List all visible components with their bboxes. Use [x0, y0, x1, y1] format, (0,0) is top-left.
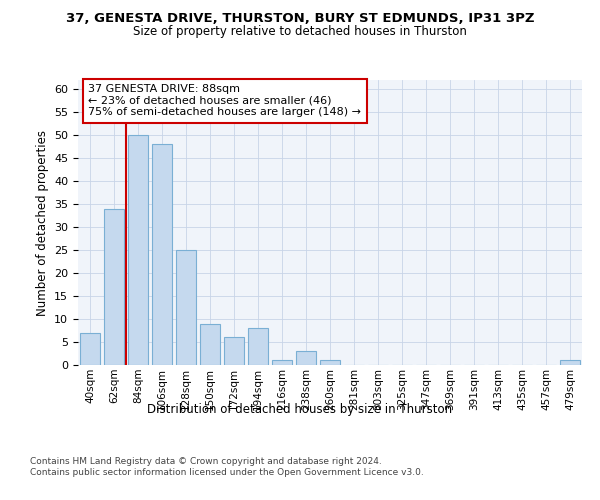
- Text: Size of property relative to detached houses in Thurston: Size of property relative to detached ho…: [133, 25, 467, 38]
- Text: 37 GENESTA DRIVE: 88sqm
← 23% of detached houses are smaller (46)
75% of semi-de: 37 GENESTA DRIVE: 88sqm ← 23% of detache…: [88, 84, 361, 117]
- Bar: [80, 333, 100, 365]
- Text: Contains HM Land Registry data © Crown copyright and database right 2024.
Contai: Contains HM Land Registry data © Crown c…: [30, 458, 424, 477]
- Bar: [560, 360, 580, 365]
- Text: 37, GENESTA DRIVE, THURSTON, BURY ST EDMUNDS, IP31 3PZ: 37, GENESTA DRIVE, THURSTON, BURY ST EDM…: [66, 12, 534, 26]
- Bar: [224, 338, 244, 365]
- Bar: [200, 324, 220, 365]
- Bar: [176, 250, 196, 365]
- Text: Distribution of detached houses by size in Thurston: Distribution of detached houses by size …: [148, 402, 452, 415]
- Bar: [248, 328, 268, 365]
- Bar: [272, 360, 292, 365]
- Bar: [152, 144, 172, 365]
- Y-axis label: Number of detached properties: Number of detached properties: [35, 130, 49, 316]
- Bar: [128, 135, 148, 365]
- Bar: [296, 351, 316, 365]
- Bar: [320, 360, 340, 365]
- Bar: [104, 208, 124, 365]
